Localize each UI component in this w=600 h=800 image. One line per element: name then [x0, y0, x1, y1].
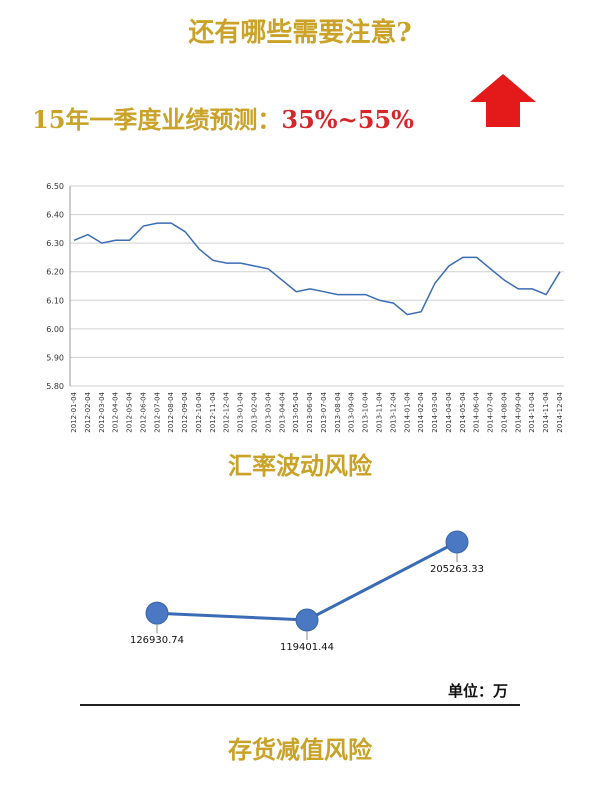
unit-label: 单位：万 [448, 682, 509, 700]
inventory-series: 126930.74 119401.44 205263.33 [130, 530, 484, 653]
x-tick-label: 2014-07-04 [487, 391, 495, 432]
y-tick-label: 6.30 [46, 239, 64, 248]
y-tick-label: 6.10 [46, 296, 64, 305]
up-arrow-icon [470, 74, 536, 127]
y-tick-label: 6.00 [46, 325, 64, 334]
y-tick-labels: 6.50 6.40 6.30 6.20 6.10 6.00 5.90 5.80 [46, 182, 64, 391]
x-tick-label: 2012-05-04 [126, 391, 134, 432]
y-tick-label: 6.20 [46, 268, 64, 277]
inventory-data-label: 126930.74 [130, 635, 184, 646]
x-tick-label: 2012-11-04 [209, 391, 217, 432]
x-tick-label: 2013-02-04 [251, 391, 259, 432]
x-tick-label: 2014-12-04 [556, 391, 564, 432]
inventory-chart: 126930.74 119401.44 205263.33 [130, 530, 484, 653]
page-heading: 还有哪些需要注意? [188, 18, 412, 48]
x-tick-labels: 2012-01-04 2012-02-04 2012-03-04 2012-04-04… [70, 391, 564, 432]
x-tick-label: 2013-03-04 [264, 391, 272, 432]
x-tick-label: 2012-03-04 [98, 391, 106, 432]
x-tick-label: 2014-08-04 [500, 391, 508, 432]
x-tick-label: 2013-04-04 [278, 391, 286, 432]
x-tick-label: 2012-10-04 [195, 391, 203, 432]
y-tick-label: 6.50 [46, 182, 64, 191]
y-tick-label: 5.80 [46, 382, 64, 391]
x-tick-label: 2014-09-04 [514, 391, 522, 432]
y-gridlines [69, 185, 564, 387]
y-tick-label: 5.90 [46, 353, 64, 362]
forecast-label: 15年一季度业绩预测： [32, 105, 282, 134]
x-tick-label: 2013-10-04 [362, 391, 370, 432]
inventory-data-label: 119401.44 [280, 642, 334, 653]
x-tick-label: 2012-02-04 [84, 391, 92, 432]
x-tick-label: 2013-08-04 [334, 391, 342, 432]
x-tick-label: 2013-11-04 [375, 391, 383, 432]
inventory-line [156, 540, 458, 622]
forecast-value: 35%~55% [281, 105, 414, 134]
exchange-rate-line [73, 222, 561, 316]
inventory-point [145, 601, 169, 625]
x-tick-label: 2013-06-04 [306, 391, 314, 432]
x-tick-label: 2013-12-04 [389, 391, 397, 432]
divider-rule [80, 704, 520, 706]
x-tick-label: 2014-03-04 [431, 391, 439, 432]
exchange-rate-chart: 6.50 6.40 6.30 6.20 6.10 6.00 5.90 5.80 2012-01… [46, 182, 564, 433]
x-tick-label: 2012-08-04 [167, 391, 175, 432]
x-tick-label: 2012-06-04 [139, 391, 147, 432]
x-tick-label: 2013-05-04 [292, 391, 300, 432]
x-tick-label: 2013-07-04 [320, 391, 328, 432]
x-tick-label: 2013-01-04 [237, 391, 245, 432]
x-tick-label: 2014-01-04 [403, 391, 411, 432]
x-tick-label: 2012-09-04 [181, 391, 189, 432]
x-tick-label: 2013-09-04 [348, 391, 356, 432]
inventory-point [445, 530, 469, 554]
y-tick-label: 6.40 [46, 211, 64, 220]
x-tick-label: 2012-12-04 [223, 391, 231, 432]
x-tick-label: 2014-10-04 [528, 391, 536, 432]
x-tick-label: 2012-01-04 [70, 391, 78, 432]
inventory-point [295, 608, 319, 632]
x-tick-label: 2014-02-04 [417, 391, 425, 432]
x-tick-label: 2012-04-04 [112, 391, 120, 432]
x-tick-label: 2014-05-04 [459, 391, 467, 432]
forecast-line: 15年一季度业绩预测：35%~55% [32, 100, 414, 135]
inventory-chart-title: 存货减值风险 [228, 735, 372, 764]
x-tick-label: 2014-11-04 [542, 391, 550, 432]
x-tick-label: 2014-04-04 [445, 391, 453, 432]
exchange-rate-chart-title: 汇率波动风险 [228, 451, 372, 480]
x-tick-label: 2012-07-04 [153, 391, 161, 432]
inventory-data-label: 205263.33 [430, 564, 484, 575]
x-tick-label: 2014-06-04 [473, 391, 481, 432]
